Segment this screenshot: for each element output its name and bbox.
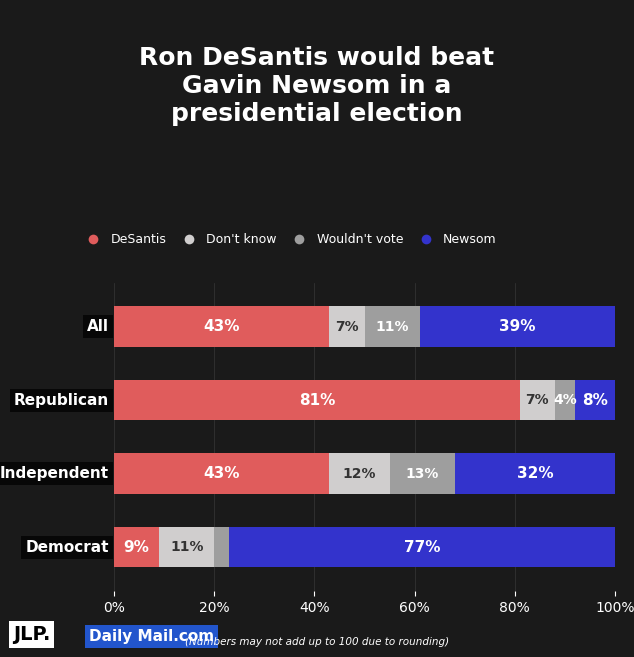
Bar xyxy=(114,453,330,494)
Bar xyxy=(114,527,159,568)
Text: 39%: 39% xyxy=(499,319,536,334)
Bar xyxy=(420,306,615,347)
Text: 32%: 32% xyxy=(517,466,553,481)
Bar xyxy=(389,453,455,494)
Bar xyxy=(575,380,615,420)
Text: 9%: 9% xyxy=(124,539,150,555)
Text: Ron DeSantis would beat
Gavin Newsom in a
presidential election: Ron DeSantis would beat Gavin Newsom in … xyxy=(139,46,495,125)
Text: 13%: 13% xyxy=(406,466,439,481)
Text: Independent: Independent xyxy=(0,466,109,481)
Text: Daily Mail.com: Daily Mail.com xyxy=(89,629,214,644)
Text: 81%: 81% xyxy=(299,393,335,407)
Text: All: All xyxy=(87,319,109,334)
Bar xyxy=(520,380,555,420)
Legend: DeSantis, Don't know, Wouldn't vote, Newsom: DeSantis, Don't know, Wouldn't vote, New… xyxy=(81,233,497,246)
Text: (Numbers may not add up to 100 due to rounding): (Numbers may not add up to 100 due to ro… xyxy=(185,637,449,647)
Bar xyxy=(214,527,230,568)
Text: 43%: 43% xyxy=(204,319,240,334)
Text: 43%: 43% xyxy=(204,466,240,481)
Bar xyxy=(230,527,615,568)
Text: 8%: 8% xyxy=(582,393,608,407)
Text: 11%: 11% xyxy=(170,540,204,555)
Text: 4%: 4% xyxy=(553,393,577,407)
Text: 7%: 7% xyxy=(335,319,359,334)
Bar xyxy=(455,453,615,494)
Bar xyxy=(330,306,365,347)
Bar xyxy=(114,306,330,347)
Text: Republican: Republican xyxy=(14,393,109,407)
Text: JLP.: JLP. xyxy=(13,625,50,644)
Text: 77%: 77% xyxy=(404,539,441,555)
Bar xyxy=(159,527,214,568)
Bar xyxy=(555,380,575,420)
Text: Democrat: Democrat xyxy=(25,539,109,555)
Bar xyxy=(330,453,389,494)
Bar xyxy=(114,380,520,420)
Text: 12%: 12% xyxy=(343,466,377,481)
Text: 7%: 7% xyxy=(526,393,549,407)
Bar xyxy=(365,306,420,347)
Text: 11%: 11% xyxy=(375,319,409,334)
